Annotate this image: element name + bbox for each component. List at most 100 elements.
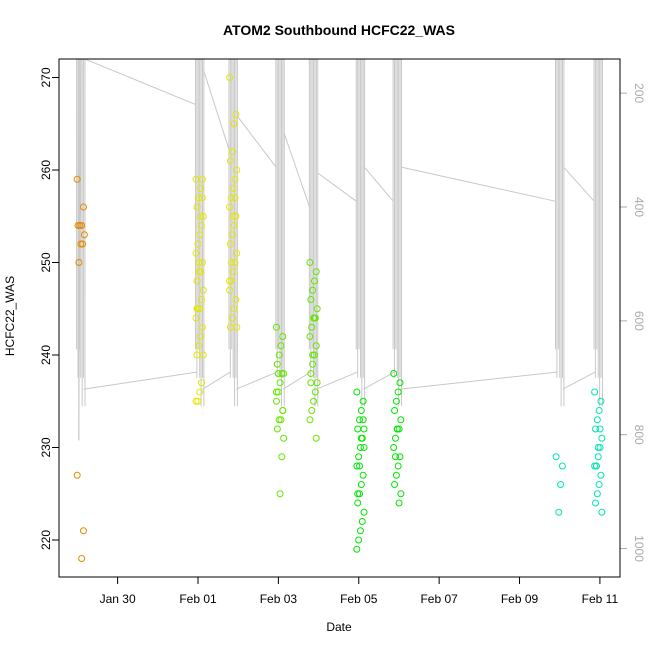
data-point bbox=[307, 379, 315, 387]
data-point bbox=[360, 425, 368, 433]
data-point bbox=[313, 305, 321, 313]
data-point bbox=[395, 499, 403, 507]
data-point bbox=[272, 323, 280, 331]
data-point bbox=[594, 453, 602, 461]
trace-segment bbox=[236, 115, 277, 168]
data-point bbox=[394, 462, 402, 470]
data-point bbox=[310, 277, 318, 285]
data-point bbox=[279, 407, 287, 414]
data-point bbox=[359, 416, 367, 424]
data-point bbox=[74, 222, 82, 229]
y-axis-label: HCFC22_WAS bbox=[3, 276, 17, 356]
x-tick-label: Feb 03 bbox=[260, 592, 298, 606]
data-point bbox=[596, 425, 604, 433]
data-points-layer bbox=[73, 74, 606, 562]
data-point bbox=[226, 157, 234, 165]
y-tick-label: 270 bbox=[39, 67, 53, 87]
data-point bbox=[197, 333, 205, 340]
data-point bbox=[392, 471, 400, 479]
trace-segment bbox=[401, 166, 556, 202]
data-point bbox=[360, 508, 368, 516]
data-point bbox=[310, 397, 318, 405]
data-point bbox=[197, 222, 205, 229]
data-point bbox=[233, 166, 241, 174]
data-point bbox=[275, 416, 283, 424]
data-point bbox=[594, 444, 602, 451]
data-point bbox=[230, 120, 238, 128]
data-point bbox=[391, 481, 399, 488]
data-point bbox=[307, 370, 315, 377]
data-point bbox=[277, 342, 285, 350]
plot-frame bbox=[58, 58, 621, 578]
data-point bbox=[354, 490, 362, 498]
data-point bbox=[275, 351, 283, 359]
data-point bbox=[357, 434, 365, 442]
data-point bbox=[198, 259, 206, 266]
data-point bbox=[199, 351, 207, 359]
data-point bbox=[353, 462, 361, 470]
data-point bbox=[231, 194, 239, 202]
data-point bbox=[78, 555, 86, 562]
right-tick-label: 1000 bbox=[632, 535, 646, 562]
trace-segment bbox=[283, 132, 311, 208]
data-point bbox=[356, 444, 364, 451]
data-point bbox=[226, 74, 234, 81]
data-point bbox=[233, 249, 241, 257]
data-point bbox=[199, 212, 207, 220]
data-point bbox=[197, 185, 205, 192]
right-tick-label: 400 bbox=[632, 197, 646, 217]
trace-segment bbox=[84, 58, 196, 106]
data-point bbox=[306, 333, 314, 340]
data-point bbox=[391, 453, 399, 461]
data-point bbox=[555, 508, 563, 516]
data-point bbox=[228, 148, 236, 155]
data-point bbox=[359, 397, 367, 405]
y-tick-label: 250 bbox=[39, 252, 53, 272]
data-point bbox=[392, 397, 400, 405]
trace-segment bbox=[235, 371, 278, 390]
trace-segment bbox=[83, 371, 197, 390]
data-point bbox=[306, 416, 314, 424]
data-point bbox=[197, 379, 205, 387]
data-point bbox=[226, 203, 234, 211]
data-point bbox=[307, 296, 315, 303]
trace-segment bbox=[203, 70, 230, 151]
data-point bbox=[227, 194, 235, 202]
trace-segment bbox=[563, 166, 595, 202]
data-point bbox=[195, 259, 203, 266]
data-point bbox=[279, 333, 287, 340]
data-point bbox=[595, 407, 603, 414]
data-point bbox=[198, 194, 206, 202]
data-point bbox=[390, 370, 398, 377]
data-point bbox=[228, 231, 236, 239]
data-point bbox=[75, 259, 83, 266]
data-point bbox=[397, 490, 405, 498]
trace-segment bbox=[282, 371, 311, 390]
x-tick-label: Jan 30 bbox=[100, 592, 136, 606]
data-point bbox=[310, 314, 318, 322]
data-point bbox=[598, 508, 606, 516]
data-point bbox=[312, 342, 320, 350]
data-point bbox=[592, 499, 600, 507]
data-point bbox=[231, 175, 239, 183]
data-point bbox=[77, 240, 85, 248]
trace-segment bbox=[317, 172, 357, 202]
data-point bbox=[194, 240, 202, 248]
data-point bbox=[232, 111, 240, 118]
data-point bbox=[394, 388, 402, 396]
data-point bbox=[357, 481, 365, 488]
y-tick-label: 230 bbox=[39, 437, 53, 457]
data-point bbox=[396, 379, 404, 387]
right-tick-label: 200 bbox=[632, 83, 646, 103]
data-point bbox=[198, 175, 206, 183]
data-point bbox=[592, 462, 600, 470]
trace-segment bbox=[363, 371, 395, 390]
trace-segment bbox=[202, 371, 231, 390]
trace-segment bbox=[364, 166, 394, 202]
data-point bbox=[312, 434, 320, 442]
data-point bbox=[312, 268, 320, 276]
data-point bbox=[306, 259, 314, 266]
data-point bbox=[80, 231, 88, 239]
data-point bbox=[197, 296, 205, 303]
data-point bbox=[552, 453, 560, 461]
